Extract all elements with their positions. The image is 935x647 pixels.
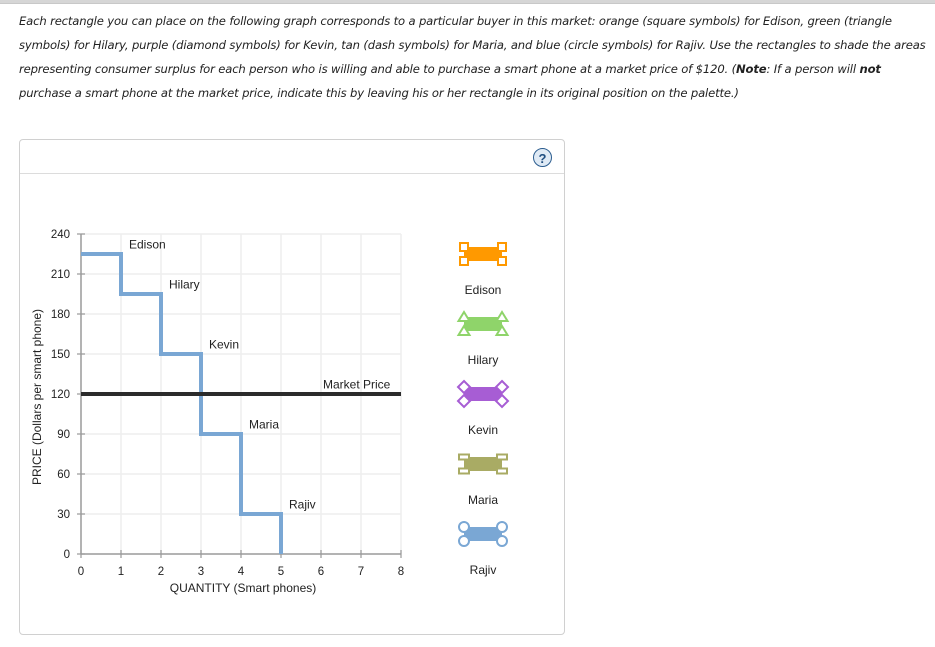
square-handle-icon[interactable] — [459, 242, 469, 252]
axes: 0 30 60 90 120 150 180 210 240 0 1 2 3 4 5 6 7 8 QUANTITY … — [30, 229, 404, 595]
x-tick-label: 1 — [118, 566, 124, 578]
x-tick-label: 7 — [358, 566, 364, 578]
dash-handle-icon[interactable] — [458, 467, 470, 475]
palette-rect-edison[interactable] — [459, 242, 507, 266]
palette-label-edison: Edison — [464, 283, 502, 297]
instructions-text: purchase a smart phone at the market pri… — [19, 86, 739, 100]
x-tick-label: 6 — [318, 566, 324, 578]
diamond-handle-icon[interactable] — [456, 393, 472, 409]
diamond-handle-icon[interactable] — [494, 379, 510, 395]
annotation-label: Rajiv — [289, 498, 316, 512]
annotation-label: Edison — [129, 238, 166, 252]
palette-rect-kevin[interactable] — [456, 379, 510, 409]
palette-rect-fill — [464, 387, 502, 401]
annotation-label: Maria — [249, 418, 279, 432]
palette-rect-fill — [464, 527, 502, 541]
y-tick-label: 120 — [51, 389, 70, 401]
palette-label-rajiv: Rajiv — [469, 563, 497, 577]
y-tick-label: 0 — [64, 549, 70, 561]
dash-handle-icon[interactable] — [496, 467, 508, 475]
triangle-handle-icon[interactable] — [494, 324, 510, 336]
y-axis-label: PRICE (Dollars per smart phone) — [30, 309, 44, 485]
y-tick-label: 180 — [51, 309, 70, 321]
square-handle-icon[interactable] — [497, 256, 507, 266]
palette-label-maria: Maria — [467, 493, 498, 507]
triangle-handle-icon[interactable] — [456, 324, 472, 336]
palette-label-kevin: Kevin — [467, 423, 499, 437]
diamond-handle-icon[interactable] — [494, 393, 510, 409]
y-tick-label: 210 — [51, 269, 70, 281]
diamond-handle-icon[interactable] — [456, 379, 472, 395]
palette-rect-hilary[interactable] — [456, 310, 510, 336]
palette-rect-rajiv[interactable] — [458, 521, 508, 547]
annotation-label: Hilary — [169, 278, 200, 292]
palette-rect-fill — [464, 247, 502, 261]
annotation-label: Kevin — [209, 338, 239, 352]
x-tick-label: 8 — [398, 566, 404, 578]
dash-handle-icon[interactable] — [496, 453, 508, 461]
x-tick-label: 4 — [238, 566, 245, 578]
y-tick-label: 150 — [51, 349, 70, 361]
not-label: not — [859, 62, 881, 76]
palette-rect-fill — [464, 317, 502, 331]
circle-handle-icon[interactable] — [496, 535, 508, 547]
y-tick-label: 60 — [57, 469, 70, 481]
x-tick-label: 0 — [78, 566, 84, 578]
dash-handle-icon[interactable] — [458, 453, 470, 461]
triangle-handle-icon[interactable] — [456, 310, 472, 322]
top-bar — [0, 0, 935, 4]
instructions-text: Each rectangle you can place on the foll… — [19, 14, 926, 76]
instructions-text: : If a person will — [766, 62, 860, 76]
y-tick-label: 30 — [57, 509, 70, 521]
triangle-handle-icon[interactable] — [494, 310, 510, 322]
demand-curve — [81, 252, 283, 554]
annotations: Edison Hilary Kevin Maria Rajiv Market Price — [129, 238, 391, 512]
circle-handle-icon[interactable] — [496, 521, 508, 533]
square-handle-icon[interactable] — [459, 256, 469, 266]
y-tick-label: 240 — [51, 229, 70, 241]
x-tick-label: 3 — [198, 566, 204, 578]
palette-rect-maria[interactable] — [458, 453, 508, 475]
x-axis-label: QUANTITY (Smart phones) — [170, 581, 316, 595]
palette — [456, 242, 510, 547]
x-tick-label: 2 — [158, 566, 164, 578]
annotation-label: Market Price — [323, 378, 391, 392]
instructions: Each rectangle you can place on the foll… — [19, 9, 929, 105]
circle-handle-icon[interactable] — [458, 521, 470, 533]
palette-label-hilary: Hilary — [467, 353, 499, 367]
series — [81, 252, 401, 554]
square-handle-icon[interactable] — [497, 242, 507, 252]
palette-rect-fill — [464, 457, 502, 471]
y-tick-label: 90 — [57, 429, 70, 441]
panel-header: ? — [20, 140, 564, 174]
note-label: Note — [736, 62, 767, 76]
help-icon[interactable]: ? — [533, 148, 552, 167]
circle-handle-icon[interactable] — [458, 535, 470, 547]
x-tick-label: 5 — [278, 566, 284, 578]
